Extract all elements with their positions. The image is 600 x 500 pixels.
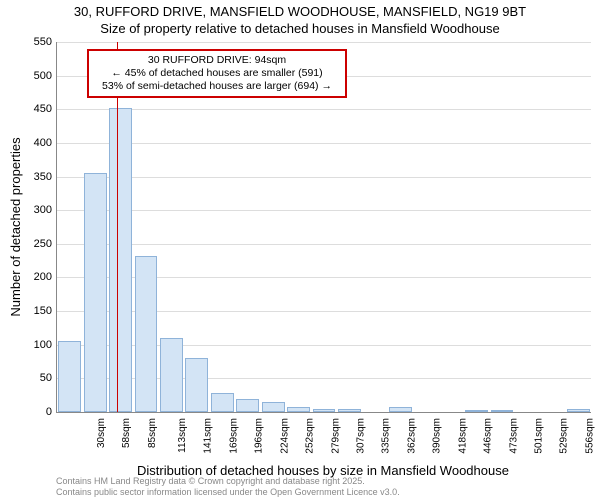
x-tick-label: 58sqm	[121, 418, 132, 448]
x-tick-label: 556sqm	[584, 418, 595, 454]
x-tick-label: 335sqm	[381, 418, 392, 454]
x-tick-label: 501sqm	[534, 418, 545, 454]
x-tick-label: 307sqm	[356, 418, 367, 454]
annotation-line: ← 45% of detached houses are smaller (59…	[95, 67, 339, 80]
footer-text: Contains HM Land Registry data © Crown c…	[56, 476, 400, 498]
bar	[287, 407, 310, 412]
x-tick-label: 224sqm	[279, 418, 290, 454]
x-tick-label: 113sqm	[177, 418, 188, 453]
bar	[491, 410, 514, 412]
y-tick-label: 500	[12, 70, 52, 82]
gridline	[57, 244, 591, 245]
bar	[211, 393, 234, 412]
x-tick-label: 85sqm	[147, 418, 158, 448]
annotation-box: 30 RUFFORD DRIVE: 94sqm← 45% of detached…	[87, 49, 347, 98]
title-line2: Size of property relative to detached ho…	[0, 21, 600, 36]
x-tick-label: 252sqm	[305, 418, 316, 454]
x-tick-label: 169sqm	[228, 418, 239, 454]
title-line1: 30, RUFFORD DRIVE, MANSFIELD WOODHOUSE, …	[0, 4, 600, 19]
x-tick-label: 279sqm	[330, 418, 341, 454]
bar	[160, 338, 183, 412]
gridline	[57, 210, 591, 211]
gridline	[57, 177, 591, 178]
annotation-line: 53% of semi-detached houses are larger (…	[95, 80, 339, 93]
bar	[338, 409, 361, 412]
bar	[236, 399, 259, 412]
x-tick-label: 390sqm	[432, 418, 443, 454]
bar	[109, 108, 132, 412]
y-tick-label: 50	[12, 372, 52, 384]
x-tick-label: 529sqm	[559, 418, 570, 454]
gridline	[57, 109, 591, 110]
y-tick-label: 400	[12, 137, 52, 149]
gridline	[57, 42, 591, 43]
footer-line1: Contains HM Land Registry data © Crown c…	[56, 476, 400, 487]
footer-line2: Contains public sector information licen…	[56, 487, 400, 498]
y-tick-label: 350	[12, 171, 52, 183]
bar	[84, 173, 107, 412]
y-tick-label: 200	[12, 271, 52, 283]
y-tick-label: 150	[12, 305, 52, 317]
bar	[313, 409, 336, 412]
y-tick-label: 550	[12, 36, 52, 48]
x-tick-label: 446sqm	[483, 418, 494, 454]
bar	[567, 409, 590, 412]
x-tick-label: 418sqm	[457, 418, 468, 454]
y-tick-label: 450	[12, 103, 52, 115]
bar	[135, 256, 158, 412]
plot-area: 30 RUFFORD DRIVE: 94sqm← 45% of detached…	[56, 42, 591, 413]
bar	[262, 402, 285, 412]
y-tick-label: 100	[12, 339, 52, 351]
bar	[389, 407, 412, 412]
annotation-line: 30 RUFFORD DRIVE: 94sqm	[95, 54, 339, 67]
y-tick-label: 250	[12, 238, 52, 250]
y-tick-label: 0	[12, 406, 52, 418]
x-tick-label: 141sqm	[203, 418, 214, 454]
y-tick-label: 300	[12, 204, 52, 216]
bar	[465, 410, 488, 412]
x-tick-label: 473sqm	[508, 418, 519, 454]
bar	[58, 341, 81, 412]
chart-container: 30, RUFFORD DRIVE, MANSFIELD WOODHOUSE, …	[0, 0, 600, 500]
bar	[185, 358, 208, 412]
x-tick-label: 196sqm	[254, 418, 265, 454]
gridline	[57, 143, 591, 144]
x-tick-label: 30sqm	[96, 418, 107, 448]
x-tick-label: 362sqm	[406, 418, 417, 454]
y-axis-label: Number of detached properties	[8, 137, 23, 316]
